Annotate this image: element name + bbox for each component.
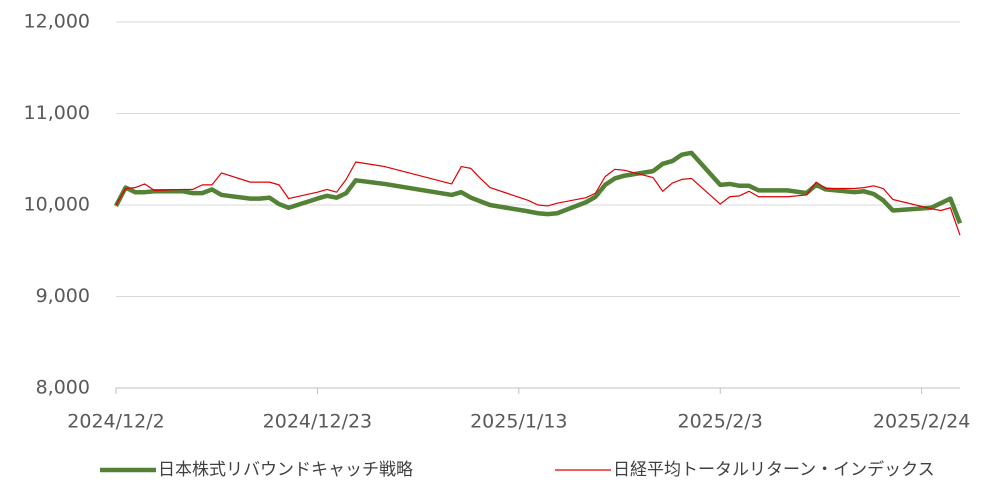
x-tick-label: 2024/12/23 [263, 411, 373, 433]
y-tick-label: 10,000 [24, 194, 90, 216]
legend-label: 日経平均トータルリターン・インデックス [613, 459, 935, 480]
x-tick-label: 2024/12/2 [67, 411, 164, 433]
y-tick-label: 8,000 [36, 377, 90, 399]
y-tick-label: 9,000 [36, 285, 90, 307]
y-tick-label: 12,000 [24, 11, 90, 33]
x-tick-label: 2025/2/24 [873, 411, 970, 433]
x-tick-label: 2025/2/3 [678, 411, 763, 433]
x-tick-label: 2025/1/13 [470, 411, 567, 433]
legend-label: 日本株式リバウンドキャッチ戦略 [158, 460, 413, 480]
series-line [114, 150, 963, 225]
y-tick-label: 11,000 [24, 102, 90, 124]
series-line [115, 161, 961, 236]
